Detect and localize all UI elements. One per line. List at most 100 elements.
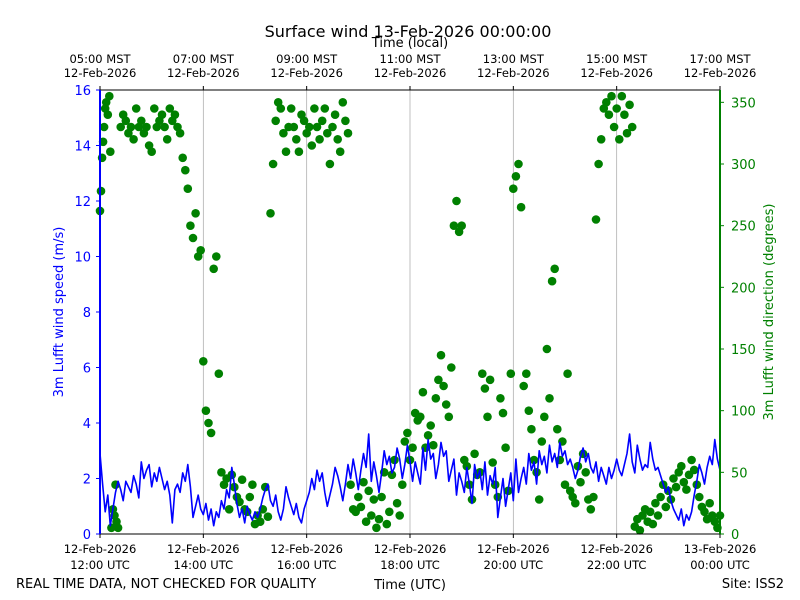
direction-point (527, 424, 536, 434)
direction-point (328, 122, 337, 132)
direction-point (545, 394, 554, 403)
direction-point (266, 209, 275, 218)
direction-point (286, 104, 296, 113)
direction-point (452, 196, 461, 206)
direction-point (137, 116, 146, 126)
direction-point (609, 122, 619, 132)
top-tick-time: 07:00 MST (173, 52, 235, 66)
direction-point (106, 147, 115, 156)
direction-point (653, 511, 663, 520)
top-tick-time: 09:00 MST (276, 52, 338, 66)
direction-point (99, 122, 109, 132)
direction-point (700, 507, 709, 517)
direction-point (209, 264, 218, 274)
right-axis-ticks: 0 50 100 150 200 250 300 350 (720, 96, 756, 543)
direction-point (576, 477, 585, 487)
direction-point (175, 128, 185, 138)
right-tick-label: 200 (731, 281, 756, 296)
direction-point (620, 110, 629, 119)
direction-point (439, 381, 448, 391)
direction-point (292, 135, 301, 144)
direction-point (255, 517, 265, 526)
direction-point (607, 91, 616, 101)
direction-point (289, 122, 299, 132)
direction-point (537, 437, 547, 446)
direction-point (335, 147, 345, 156)
direction-point (571, 498, 580, 508)
direction-point (131, 104, 141, 113)
direction-point (511, 172, 521, 181)
bottom-tick-time: 20:00 UTC (484, 558, 544, 572)
top-tick-date: 12-Feb-2026 (167, 66, 240, 80)
top-tick-date: 12-Feb-2026 (477, 66, 550, 80)
left-axis-label: 3m Lufft wind speed (m/s) (52, 227, 67, 398)
right-tick-label: 300 (731, 158, 756, 173)
direction-point (196, 246, 205, 255)
direction-point (395, 511, 405, 520)
left-tick-label: 12 (74, 195, 91, 210)
direction-point (160, 122, 169, 132)
direction-point (689, 465, 699, 475)
direction-point (170, 110, 180, 119)
direction-point (480, 384, 490, 393)
right-tick-label: 150 (731, 343, 756, 358)
direction-point (418, 387, 428, 397)
direction-point (547, 276, 557, 286)
direction-point (162, 135, 172, 144)
bottom-tick-date: 12-Feb-2026 (270, 542, 343, 556)
direction-point (447, 363, 456, 372)
bottom-tick-time: 18:00 UTC (380, 558, 440, 572)
direction-point (307, 141, 317, 150)
right-tick-label: 100 (731, 405, 756, 420)
bottom-tick-date: 12-Feb-2026 (374, 542, 447, 556)
direction-point (444, 412, 454, 422)
direction-point (116, 122, 125, 132)
top-axis-label: Time (local) (371, 36, 448, 51)
bottom-tick-date: 12-Feb-2026 (580, 542, 653, 556)
direction-point (374, 514, 384, 524)
direction-point (436, 350, 446, 360)
direction-point (594, 159, 603, 169)
direction-point (656, 492, 665, 502)
direction-point (589, 492, 598, 502)
direction-point (661, 502, 671, 512)
direction-point (695, 492, 704, 502)
direction-point (617, 91, 627, 101)
direction-point (201, 406, 211, 416)
direction-point (186, 221, 195, 230)
left-axis-ticks: 0 2 4 6 8 10 12 14 16 (74, 84, 100, 543)
direction-point (563, 369, 572, 379)
direction-point (501, 443, 510, 453)
bottom-tick-time: 14:00 UTC (174, 558, 234, 572)
direction-point (612, 104, 621, 113)
direction-point (359, 477, 368, 487)
left-tick-label: 14 (74, 140, 91, 155)
direction-point (519, 381, 528, 391)
site-label: Site: ISS2 (722, 577, 784, 592)
direction-point (553, 424, 562, 434)
direction-point (403, 428, 412, 438)
direction-point (426, 421, 436, 430)
direction-point (237, 475, 247, 485)
direction-point (103, 110, 113, 119)
direction-point (387, 470, 397, 480)
direction-point (529, 455, 539, 465)
direction-point (506, 369, 516, 379)
direction-point (682, 485, 691, 494)
direction-point (550, 264, 559, 274)
left-tick-label: 8 (83, 306, 91, 321)
direction-point (165, 104, 175, 113)
direction-point (534, 495, 544, 504)
direction-point (441, 400, 451, 409)
direction-point (354, 492, 363, 502)
top-tick-time: 15:00 MST (586, 52, 648, 66)
direction-point (181, 165, 190, 175)
direction-point (333, 135, 343, 144)
direction-point (677, 461, 686, 471)
direction-point (416, 412, 425, 422)
left-tick-label: 6 (83, 362, 91, 377)
direction-point (377, 492, 386, 502)
direction-point (516, 202, 526, 212)
bottom-tick-time: 00:00 UTC (690, 558, 750, 572)
direction-point (382, 519, 392, 529)
